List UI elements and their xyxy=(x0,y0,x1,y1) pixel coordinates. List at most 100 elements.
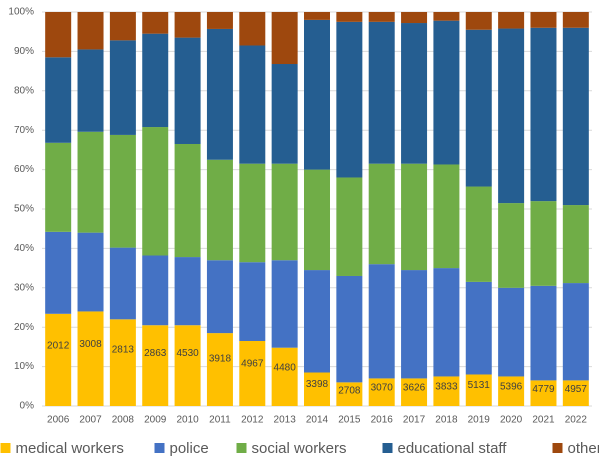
x-tick-label: 2013 xyxy=(274,415,297,426)
data-label: 3398 xyxy=(306,379,329,390)
legend-swatch xyxy=(0,443,11,453)
bar-segment xyxy=(77,311,104,406)
y-tick-label: 10% xyxy=(14,361,34,372)
bar-segment xyxy=(45,142,72,232)
legend-label: police xyxy=(170,440,209,457)
bar-segment xyxy=(336,177,363,276)
bar-segment xyxy=(498,376,525,406)
bar-segment xyxy=(465,29,492,187)
x-tick-label: 2010 xyxy=(176,415,199,426)
bar-segment xyxy=(45,57,72,143)
bar-segment xyxy=(498,287,525,377)
x-tick-label: 2015 xyxy=(338,415,361,426)
x-tick-label: 2014 xyxy=(306,415,329,426)
bar-segment xyxy=(304,372,330,406)
bar-segment xyxy=(465,12,492,30)
data-label: 4967 xyxy=(241,358,264,369)
legend-swatch xyxy=(154,443,165,453)
x-tick-label: 2006 xyxy=(47,415,70,426)
data-label: 5396 xyxy=(500,381,523,392)
bar-segment xyxy=(336,275,363,383)
x-tick-label: 2019 xyxy=(468,415,491,426)
data-label: 3008 xyxy=(79,339,102,350)
bar-segment xyxy=(401,12,428,24)
y-tick-label: 80% xyxy=(14,85,34,96)
bar-segment xyxy=(304,19,330,170)
bar-segment xyxy=(433,376,460,406)
legend-swatch xyxy=(552,443,563,453)
data-label: 2012 xyxy=(47,341,70,352)
bar-segment xyxy=(239,45,266,164)
data-label: 3918 xyxy=(209,353,232,364)
bar-segment xyxy=(206,12,233,29)
bar-segment xyxy=(304,270,330,373)
y-tick-label: 60% xyxy=(14,164,34,175)
bar-segment xyxy=(336,12,363,22)
bar-segment xyxy=(304,169,330,271)
y-tick-label: 70% xyxy=(14,125,34,136)
y-tick-label: 0% xyxy=(20,401,35,412)
bar-segment xyxy=(271,347,298,406)
x-tick-label: 2018 xyxy=(435,415,458,426)
data-label: 2813 xyxy=(112,344,135,355)
data-label: 3626 xyxy=(403,383,426,394)
bar-segment xyxy=(271,163,298,261)
bar-segment xyxy=(45,12,72,58)
bar-segment xyxy=(174,37,201,144)
bar-segment xyxy=(142,12,169,34)
x-tick-label: 2011 xyxy=(209,415,231,426)
bar-segment xyxy=(45,231,72,314)
legend-swatch xyxy=(382,443,393,453)
bar-segment xyxy=(109,134,136,248)
bar-segment xyxy=(239,340,266,406)
bar-segment xyxy=(562,27,589,206)
bar-segment xyxy=(271,12,298,65)
bar-segment xyxy=(206,260,233,334)
bar-segment xyxy=(433,164,460,269)
x-tick-label: 2007 xyxy=(79,415,102,426)
bar-segment xyxy=(45,313,72,406)
bar-segment xyxy=(368,163,395,265)
bar-segment xyxy=(368,12,395,22)
data-label: 3833 xyxy=(435,381,458,392)
bar-segment xyxy=(336,21,363,178)
bar-segment xyxy=(239,262,266,341)
bar-segment xyxy=(109,247,136,320)
legend: medical workers police social workers educa… xyxy=(0,440,599,457)
bar-segment xyxy=(142,255,169,326)
bar-segment xyxy=(401,378,428,406)
legend-label: other xyxy=(568,440,599,457)
bar-segment xyxy=(174,325,201,406)
bar-segment xyxy=(174,257,201,326)
y-tick-label: 30% xyxy=(14,282,34,293)
x-tick-label: 2012 xyxy=(241,415,264,426)
data-label: 5131 xyxy=(468,380,491,391)
bar-segment xyxy=(433,20,460,165)
legend-label: educational staff xyxy=(398,440,508,457)
bar-segment xyxy=(433,12,460,21)
bar-segment xyxy=(401,270,428,379)
data-label: 4480 xyxy=(274,363,297,374)
bar-segment xyxy=(530,27,557,202)
x-tick-label: 2016 xyxy=(371,415,394,426)
x-tick-label: 2021 xyxy=(532,415,555,426)
bar-segment xyxy=(239,163,266,263)
bar-segment xyxy=(271,260,298,348)
bar-segment xyxy=(109,40,136,135)
data-label: 3070 xyxy=(371,383,394,394)
bar-segment xyxy=(465,186,492,282)
bar-segment xyxy=(368,378,395,406)
data-label: 2708 xyxy=(338,385,361,396)
data-label: 2863 xyxy=(144,348,167,359)
bar-segment xyxy=(174,143,201,258)
legend-label: medical workers xyxy=(16,440,124,457)
bar-segment xyxy=(304,12,330,20)
bar-segment xyxy=(401,23,428,164)
bar-segment xyxy=(368,264,395,379)
bar-segment xyxy=(530,201,557,286)
bar-segment xyxy=(206,159,233,261)
bar-segment xyxy=(77,232,104,312)
bar-segment xyxy=(530,285,557,381)
x-tick-label: 2020 xyxy=(500,415,523,426)
